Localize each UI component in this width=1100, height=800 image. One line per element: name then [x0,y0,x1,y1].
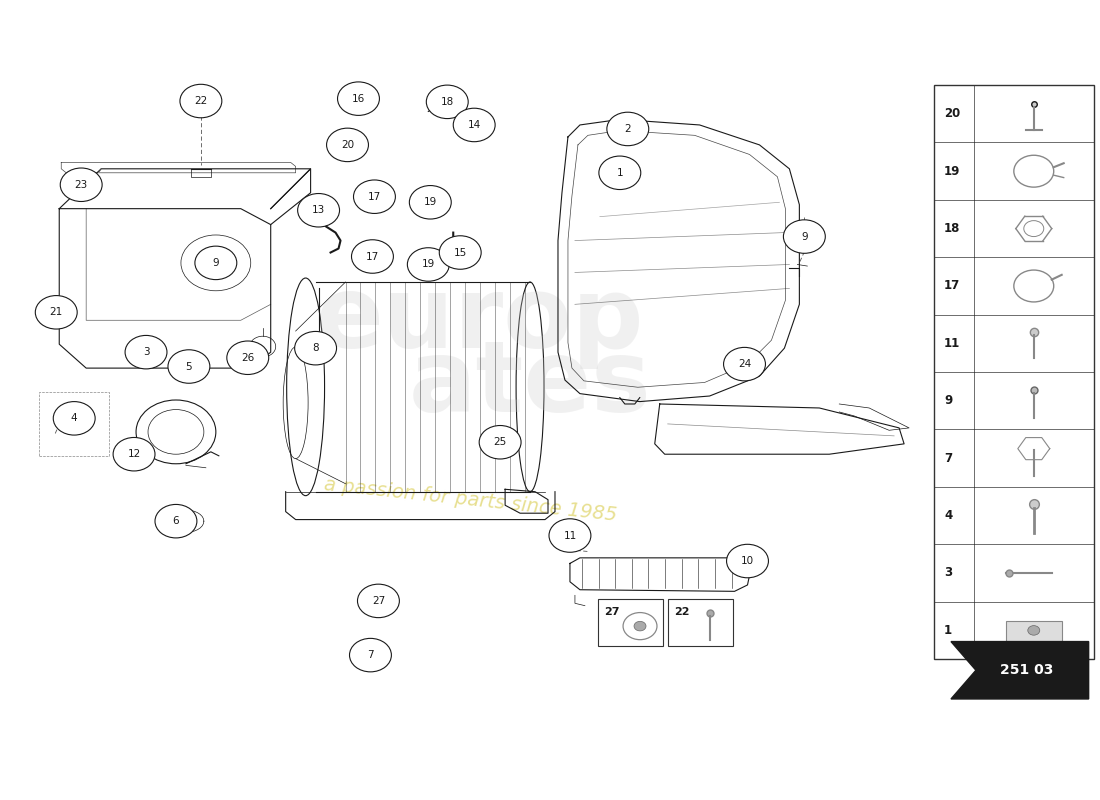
Text: 26: 26 [241,353,254,362]
Text: 17: 17 [367,192,381,202]
Circle shape [227,341,268,374]
Text: 20: 20 [944,107,960,120]
Text: 4: 4 [70,414,77,423]
Text: a passion for parts since 1985: a passion for parts since 1985 [322,475,617,525]
Circle shape [352,240,394,274]
Text: 22: 22 [195,96,208,106]
Circle shape [327,128,368,162]
Circle shape [60,168,102,202]
Text: 7: 7 [944,452,953,465]
Text: ates: ates [409,335,651,433]
Text: 9: 9 [801,231,807,242]
Circle shape [407,248,449,282]
Circle shape [727,544,769,578]
Text: 13: 13 [312,206,326,215]
Text: europ: europ [316,272,645,369]
Circle shape [607,112,649,146]
Circle shape [409,186,451,219]
Text: 19: 19 [424,198,437,207]
Circle shape [549,518,591,552]
Text: 2: 2 [625,124,631,134]
Circle shape [53,402,96,435]
Circle shape [427,85,469,118]
Text: 18: 18 [441,97,454,107]
Circle shape [724,347,766,381]
Text: 19: 19 [944,165,960,178]
Text: 8: 8 [312,343,319,353]
Text: 20: 20 [341,140,354,150]
Text: 1: 1 [944,624,953,637]
Text: 16: 16 [352,94,365,104]
Circle shape [295,331,337,365]
Text: 10: 10 [741,556,755,566]
Text: 22: 22 [673,607,690,618]
Circle shape [453,108,495,142]
Text: 3: 3 [143,347,150,357]
Circle shape [353,180,395,214]
Text: 1: 1 [616,168,623,178]
Text: 12: 12 [128,450,141,459]
Circle shape [439,236,481,270]
Text: 18: 18 [944,222,960,235]
Text: 6: 6 [173,516,179,526]
Circle shape [35,295,77,329]
Circle shape [155,505,197,538]
Text: 21: 21 [50,307,63,318]
Text: 27: 27 [604,607,619,618]
Polygon shape [952,642,1089,699]
Text: 14: 14 [468,120,481,130]
Circle shape [113,438,155,471]
Text: 27: 27 [372,596,385,606]
Text: 19: 19 [421,259,434,270]
Circle shape [634,622,646,631]
Text: 4: 4 [944,509,953,522]
Circle shape [168,350,210,383]
Text: 5: 5 [186,362,192,371]
Text: 3: 3 [944,566,953,579]
Circle shape [350,638,392,672]
Text: 9: 9 [944,394,953,407]
FancyBboxPatch shape [1005,621,1062,642]
Text: 11: 11 [563,530,576,541]
Circle shape [338,82,379,115]
Circle shape [358,584,399,618]
Circle shape [1027,626,1040,635]
Text: 24: 24 [738,359,751,369]
Circle shape [480,426,521,459]
Circle shape [180,84,222,118]
Circle shape [298,194,340,227]
Text: 17: 17 [366,251,379,262]
Circle shape [125,335,167,369]
Text: 9: 9 [212,258,219,268]
Text: 17: 17 [944,279,960,293]
Circle shape [783,220,825,254]
Text: 25: 25 [494,438,507,447]
Text: 15: 15 [453,247,466,258]
Circle shape [598,156,641,190]
Text: 23: 23 [75,180,88,190]
Text: 11: 11 [944,337,960,350]
Circle shape [195,246,236,280]
Text: 7: 7 [367,650,374,660]
Text: 251 03: 251 03 [1000,663,1054,678]
